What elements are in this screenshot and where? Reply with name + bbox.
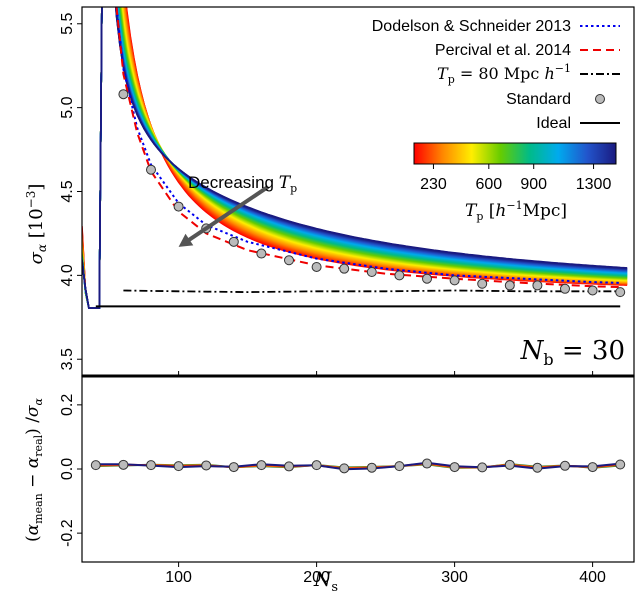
top-panel: 3.5 4.0 4.5 5.0 5.5 σα [10−3] Dodelson & Sch…	[24, 6, 635, 377]
bias-point	[284, 461, 294, 472]
colorbar-ticks: 230 600 900 1300	[420, 164, 611, 193]
x-tick-label: 300	[441, 569, 468, 586]
bias-point	[366, 462, 377, 473]
standard-point	[284, 255, 294, 266]
bias-point	[146, 460, 156, 471]
bottom-y-tick-label: 0.2	[59, 394, 76, 416]
percival-line	[115, 7, 621, 289]
standard-point	[532, 280, 543, 291]
standard-point	[449, 275, 460, 286]
colorbar: 230 600 900 1300 Tp [h−1Mpc]	[413, 142, 617, 223]
bias-point	[477, 462, 488, 473]
standard-point	[366, 267, 377, 278]
top-y-axis-label: σα [10−3]	[24, 184, 49, 265]
bottom-x-ticks: 100 200 300 400	[165, 371, 606, 586]
rainbow-curve-band	[82, 7, 628, 309]
standard-point	[173, 201, 184, 212]
legend-label-standard: Standard	[506, 91, 571, 108]
colorbar-tick-label: 230	[420, 176, 447, 193]
bias-point	[422, 458, 432, 469]
top-y-ticks: 3.5 4.0 4.5 5.0 5.5	[59, 13, 82, 370]
bottom-y-axis-label: (αmean − αreal) /σα	[23, 397, 45, 542]
bias-point	[560, 460, 570, 471]
colorbar-tick-label: 1300	[576, 176, 612, 193]
bias-point	[504, 459, 515, 470]
top-y-tick-label: 5.0	[59, 96, 76, 118]
standard-point	[311, 261, 322, 272]
standard-point	[615, 287, 626, 298]
bias-point	[449, 462, 460, 473]
decreasing-tp-arrow	[178, 185, 270, 247]
standard-point	[422, 273, 432, 284]
standard-point	[118, 89, 129, 100]
legend-label-dodelson: Dodelson & Schneider 2013	[372, 18, 571, 35]
decreasing-tp-annotation: Decreasing Tp	[188, 173, 297, 195]
standard-point	[256, 248, 267, 259]
legend-label-tp80: Tp = 80 Mpc h−1	[437, 62, 571, 86]
bias-point	[615, 459, 626, 470]
nb-annotation: Nb = 30	[520, 336, 625, 369]
x-tick-label: 400	[579, 569, 606, 586]
legend-label-percival: Percival et al. 2014	[435, 42, 571, 59]
bottom-panel: -0.2 0.0 0.2 100 200 300 400 (αmean − αreal) …	[23, 371, 635, 595]
top-y-tick-label: 4.0	[59, 264, 76, 286]
standard-point	[146, 164, 156, 175]
bias-point	[311, 460, 322, 471]
standard-points	[118, 89, 626, 298]
rainbow-curve	[82, 7, 628, 309]
bias-point	[394, 461, 405, 472]
bias-point	[532, 462, 543, 473]
standard-point	[560, 283, 570, 294]
top-y-tick-label: 5.5	[59, 13, 76, 35]
legend: Dodelson & Schneider 2013 Percival et al…	[372, 18, 620, 132]
standard-point	[394, 270, 405, 281]
legend-swatch-standard	[595, 94, 605, 104]
colorbar-gradient	[413, 142, 617, 165]
standard-point	[587, 285, 598, 296]
bias-point	[118, 459, 129, 470]
colorbar-label: Tp [h−1Mpc]	[465, 199, 567, 223]
top-y-tick-label: 4.5	[59, 180, 76, 202]
standard-point	[339, 263, 350, 274]
top-series-lines	[95, 7, 621, 308]
bottom-y-tick-label: 0.0	[59, 458, 76, 480]
dodelson-schneider-line	[101, 7, 621, 284]
bias-point	[173, 461, 184, 472]
legend-label-ideal: Ideal	[536, 115, 571, 132]
colorbar-tick-label: 900	[520, 176, 547, 193]
bias-point	[256, 460, 267, 471]
bias-point	[587, 462, 598, 473]
x-tick-label: 100	[165, 569, 192, 586]
bias-point	[228, 462, 239, 473]
bias-point	[90, 460, 101, 471]
bottom-y-ticks: -0.2 0.0 0.2	[59, 394, 82, 547]
top-y-tick-label: 3.5	[59, 348, 76, 370]
bias-point	[201, 460, 212, 471]
standard-point	[477, 278, 488, 289]
bias-point	[339, 463, 350, 474]
standard-point	[228, 236, 239, 247]
top-panel-frame	[81, 6, 635, 377]
colorbar-tick-label: 600	[475, 176, 502, 193]
x-tick-label: 200	[303, 569, 330, 586]
x-axis-label: Ns	[313, 567, 338, 595]
tp80-line	[123, 289, 621, 294]
standard-point	[504, 280, 515, 291]
bottom-standard-points	[90, 458, 626, 474]
bottom-y-tick-label: -0.2	[59, 519, 76, 547]
